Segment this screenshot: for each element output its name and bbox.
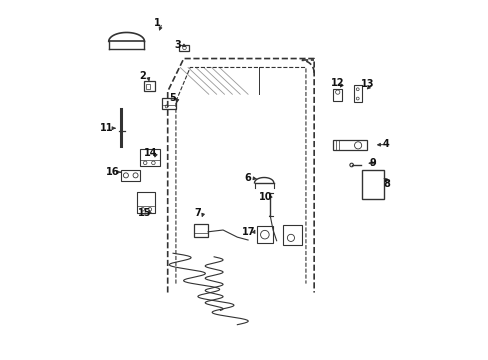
Bar bbox=[143, 81, 155, 91]
Text: 5: 5 bbox=[169, 93, 175, 103]
Bar bbox=[257, 226, 272, 243]
Text: 9: 9 bbox=[369, 158, 376, 168]
Text: 3: 3 bbox=[174, 40, 181, 50]
Bar bbox=[361, 170, 383, 199]
Bar bbox=[283, 225, 301, 245]
Bar bbox=[136, 192, 155, 213]
Text: 4: 4 bbox=[382, 139, 388, 149]
Text: 6: 6 bbox=[244, 173, 250, 183]
Text: 16: 16 bbox=[105, 167, 119, 177]
Text: 12: 12 bbox=[331, 78, 344, 88]
Text: 13: 13 bbox=[360, 78, 374, 89]
Text: 14: 14 bbox=[144, 148, 157, 158]
Text: 2: 2 bbox=[139, 71, 146, 81]
Text: 1: 1 bbox=[153, 18, 160, 28]
Bar bbox=[353, 85, 361, 102]
Bar bbox=[140, 149, 160, 166]
Bar bbox=[332, 89, 342, 102]
Bar bbox=[162, 98, 176, 109]
Text: 7: 7 bbox=[194, 208, 201, 218]
Bar bbox=[332, 140, 366, 150]
Text: 11: 11 bbox=[99, 123, 113, 133]
Text: 15: 15 bbox=[138, 208, 151, 218]
Text: 10: 10 bbox=[258, 192, 271, 202]
Text: 17: 17 bbox=[242, 227, 255, 237]
Bar bbox=[121, 170, 140, 181]
Bar bbox=[145, 84, 150, 89]
Bar bbox=[193, 224, 207, 237]
Text: 8: 8 bbox=[383, 179, 389, 189]
Bar bbox=[179, 45, 189, 51]
